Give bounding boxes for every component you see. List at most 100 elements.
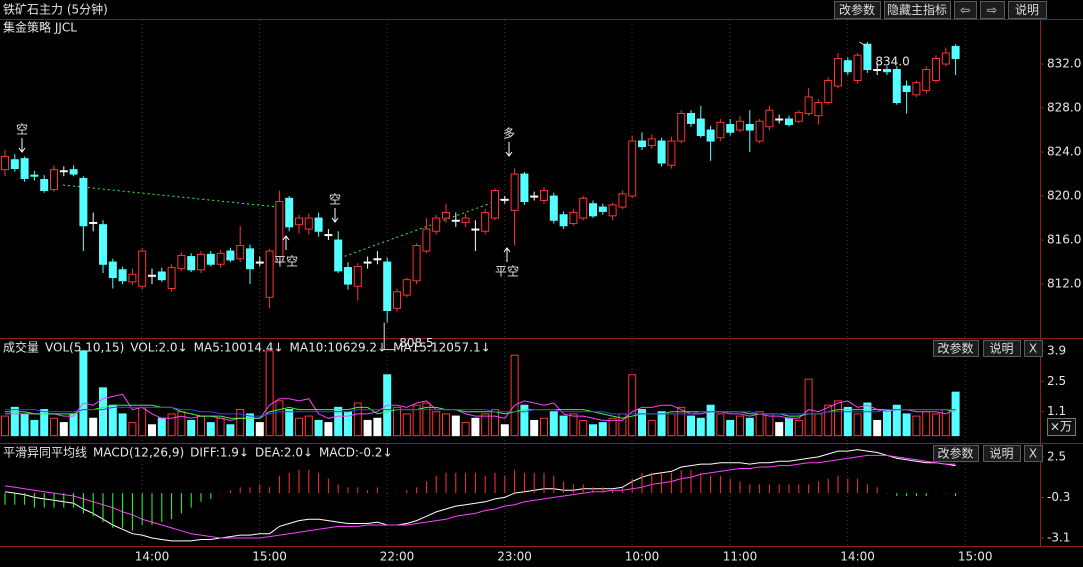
volume-bar [412, 404, 421, 437]
volume-bar [206, 422, 215, 437]
volume-bar [951, 391, 960, 437]
volume-bar [716, 413, 725, 437]
candle-body [461, 217, 470, 223]
candle-body [608, 204, 617, 217]
candle-body [912, 82, 921, 96]
signal-label: 空 [16, 123, 28, 137]
button[interactable]: ⇨ [980, 1, 1005, 19]
volume-bar [30, 419, 39, 437]
signal-line [339, 197, 506, 259]
volume-bar [696, 417, 705, 437]
volume-bar [10, 406, 19, 437]
signal-arrowhead [18, 147, 26, 153]
y-tick-label: 812.0 [1047, 277, 1081, 291]
button[interactable]: 说明 [1008, 1, 1047, 19]
volume-bar [647, 419, 656, 437]
volume-bar [157, 417, 166, 437]
high-label: 834.0 [875, 55, 909, 69]
volume-bar [491, 409, 499, 437]
candle-body [726, 124, 735, 133]
signal-line [62, 184, 279, 208]
volume-bar [657, 411, 666, 437]
candle-body [412, 245, 421, 282]
signal-label: 平空 [495, 265, 519, 279]
candle-body [422, 228, 431, 252]
volume-bar [255, 422, 264, 437]
button[interactable]: ⇦ [954, 1, 977, 19]
series-line [5, 406, 956, 417]
volume-bar [451, 415, 460, 437]
candle-body [157, 271, 166, 281]
candle-body [785, 118, 793, 126]
volume-bar [510, 354, 519, 437]
candle-body [59, 170, 68, 173]
button-frame [834, 1, 881, 19]
volume-bar [197, 415, 205, 437]
button[interactable]: X [1024, 340, 1043, 357]
x-tick-label: 22:00 [380, 550, 415, 564]
volume-bar [804, 378, 813, 437]
volume-bar [794, 419, 803, 437]
x-tick-label: 10:00 [625, 550, 660, 564]
volume-bar [628, 374, 637, 437]
candle-body [500, 198, 509, 201]
candle-body [138, 250, 147, 287]
button[interactable]: 隐藏主指标 [884, 1, 951, 19]
x-tick-label: 15:00 [252, 550, 287, 564]
candle-body [79, 177, 88, 227]
instrument-title: 铁矿石主力 (5分钟) [3, 2, 108, 17]
button[interactable]: 改参数 [933, 340, 979, 357]
x-tick-label: 15:00 [958, 550, 993, 564]
candle-body [932, 58, 940, 82]
button[interactable]: 说明 [983, 340, 1021, 357]
volume-bar [167, 413, 176, 437]
volume-bar [598, 422, 607, 437]
signal-arrowhead [282, 235, 290, 241]
button[interactable]: 改参数 [834, 1, 881, 19]
candle-body [491, 190, 499, 219]
button-label: ⇨ [987, 3, 997, 17]
signal-label: 平空 [274, 255, 298, 269]
candle-body [128, 273, 137, 283]
volume-bar [118, 413, 127, 437]
candle-body [324, 234, 333, 237]
button[interactable]: X [1024, 445, 1043, 462]
volume-bar [892, 404, 901, 437]
candle-body [334, 239, 343, 272]
volume-bar [50, 417, 58, 437]
volume-bar [726, 419, 735, 437]
signal-label: 多 [503, 127, 515, 141]
volume-bar [667, 413, 676, 437]
y-tick-label: 1.1 [1047, 404, 1066, 418]
volume-bar [500, 424, 509, 437]
button-label: 说明 [1015, 2, 1039, 17]
x-tick-label: 23:00 [497, 550, 532, 564]
candle-body [530, 195, 539, 198]
candle-body [883, 69, 891, 73]
candle-body [50, 169, 58, 190]
button-frame [983, 445, 1021, 462]
volume-bar [569, 413, 578, 437]
candle-body [687, 113, 695, 124]
button[interactable]: 改参数 [933, 445, 979, 462]
panel-title: 平滑异同平均线 [3, 446, 87, 460]
volume-bar [687, 415, 695, 437]
series-line [4, 449, 956, 542]
series-line [5, 393, 956, 421]
button[interactable]: 说明 [983, 445, 1021, 462]
x-tick-label: 14:00 [135, 550, 170, 564]
volume-bar [177, 411, 186, 437]
button-frame [980, 1, 1005, 19]
candle-body [216, 252, 225, 265]
volume-bar [216, 417, 225, 437]
candle-body [471, 228, 480, 231]
volume-bar [883, 409, 891, 437]
volume-bar [314, 419, 323, 437]
volume-bar [814, 413, 823, 437]
volume-bar [304, 415, 313, 437]
volume-bar [226, 424, 235, 437]
candle-body [255, 261, 264, 264]
candle-body [442, 212, 450, 219]
candle-body [755, 120, 764, 142]
candle-body [569, 212, 578, 225]
